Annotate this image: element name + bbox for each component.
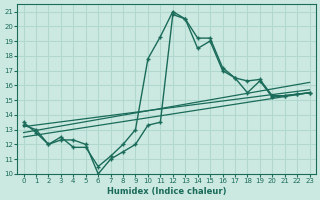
X-axis label: Humidex (Indice chaleur): Humidex (Indice chaleur)	[107, 187, 226, 196]
